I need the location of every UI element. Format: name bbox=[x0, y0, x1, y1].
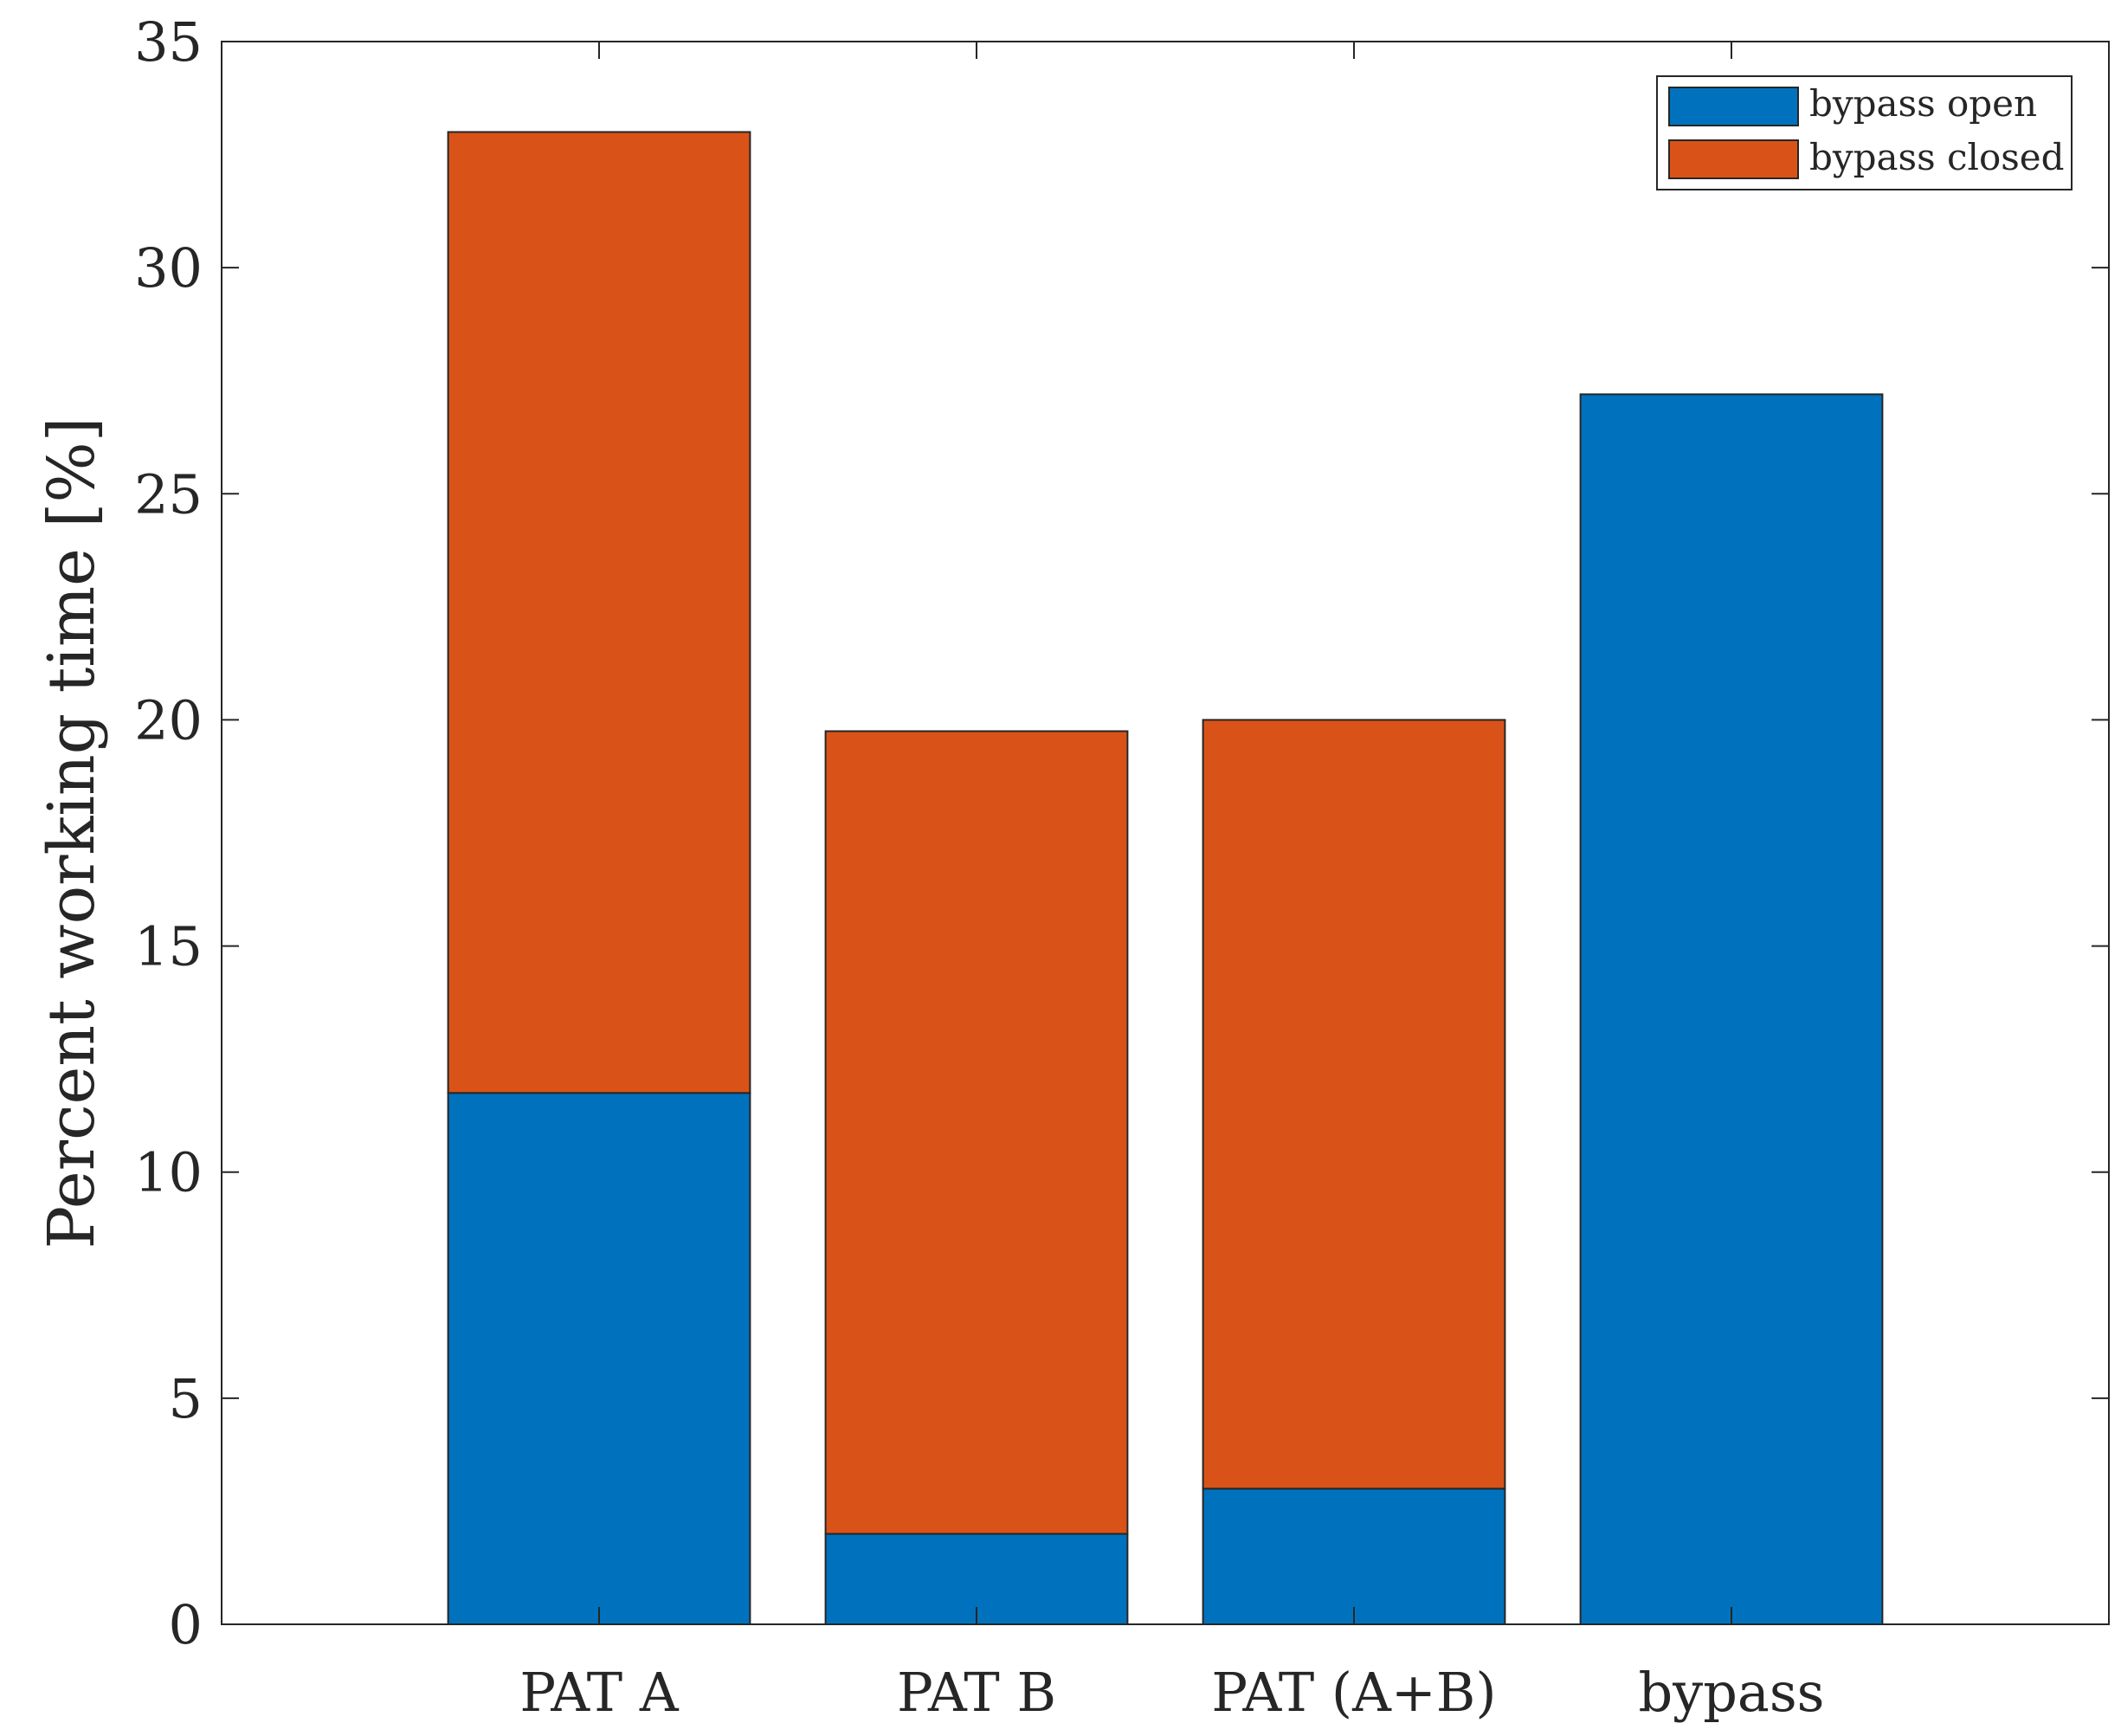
x-tick-label: PAT A bbox=[519, 1661, 679, 1724]
y-tick-label: 0 bbox=[169, 1593, 203, 1656]
legend: bypass open bypass closed bbox=[1656, 75, 2073, 190]
y-tick-label: 30 bbox=[134, 236, 203, 300]
y-tick-label: 10 bbox=[134, 1141, 203, 1204]
legend-swatch-bypass-closed bbox=[1668, 139, 1799, 179]
plot-frame bbox=[221, 41, 2110, 1625]
y-axis-label: Percent working time [%] bbox=[35, 416, 109, 1249]
bar-bypass-bypass-open bbox=[1579, 393, 1884, 1626]
bar-pat-b-bypass-closed bbox=[824, 730, 1129, 1535]
bar-pat-a-bypass-open bbox=[447, 1092, 751, 1626]
x-tick-label: bypass bbox=[1638, 1661, 1824, 1724]
y-tick-label: 25 bbox=[134, 462, 203, 526]
legend-swatch-bypass-open bbox=[1668, 87, 1799, 126]
x-tick-label: PAT B bbox=[897, 1661, 1056, 1724]
bar-pat-a-bypass-closed bbox=[447, 131, 751, 1094]
bar-pat-a-b-bypass-open bbox=[1202, 1488, 1506, 1626]
x-tick-label: PAT (A+B) bbox=[1211, 1661, 1496, 1724]
y-tick-label: 35 bbox=[134, 10, 203, 74]
y-tick-label: 5 bbox=[169, 1367, 203, 1430]
y-tick-label: 20 bbox=[134, 688, 203, 752]
y-tick-labels: 0 5 10 15 20 25 30 35 bbox=[134, 10, 203, 1656]
bar-pat-a-b-bypass-closed bbox=[1202, 719, 1506, 1490]
legend-label-bypass-closed: bypass closed bbox=[1809, 136, 2065, 178]
legend-label-bypass-open: bypass open bbox=[1809, 82, 2037, 125]
y-tick-label: 15 bbox=[134, 915, 203, 978]
x-tick-labels: PAT A PAT B PAT (A+B) bypass bbox=[519, 1661, 1824, 1724]
bars-layer bbox=[447, 131, 1884, 1626]
